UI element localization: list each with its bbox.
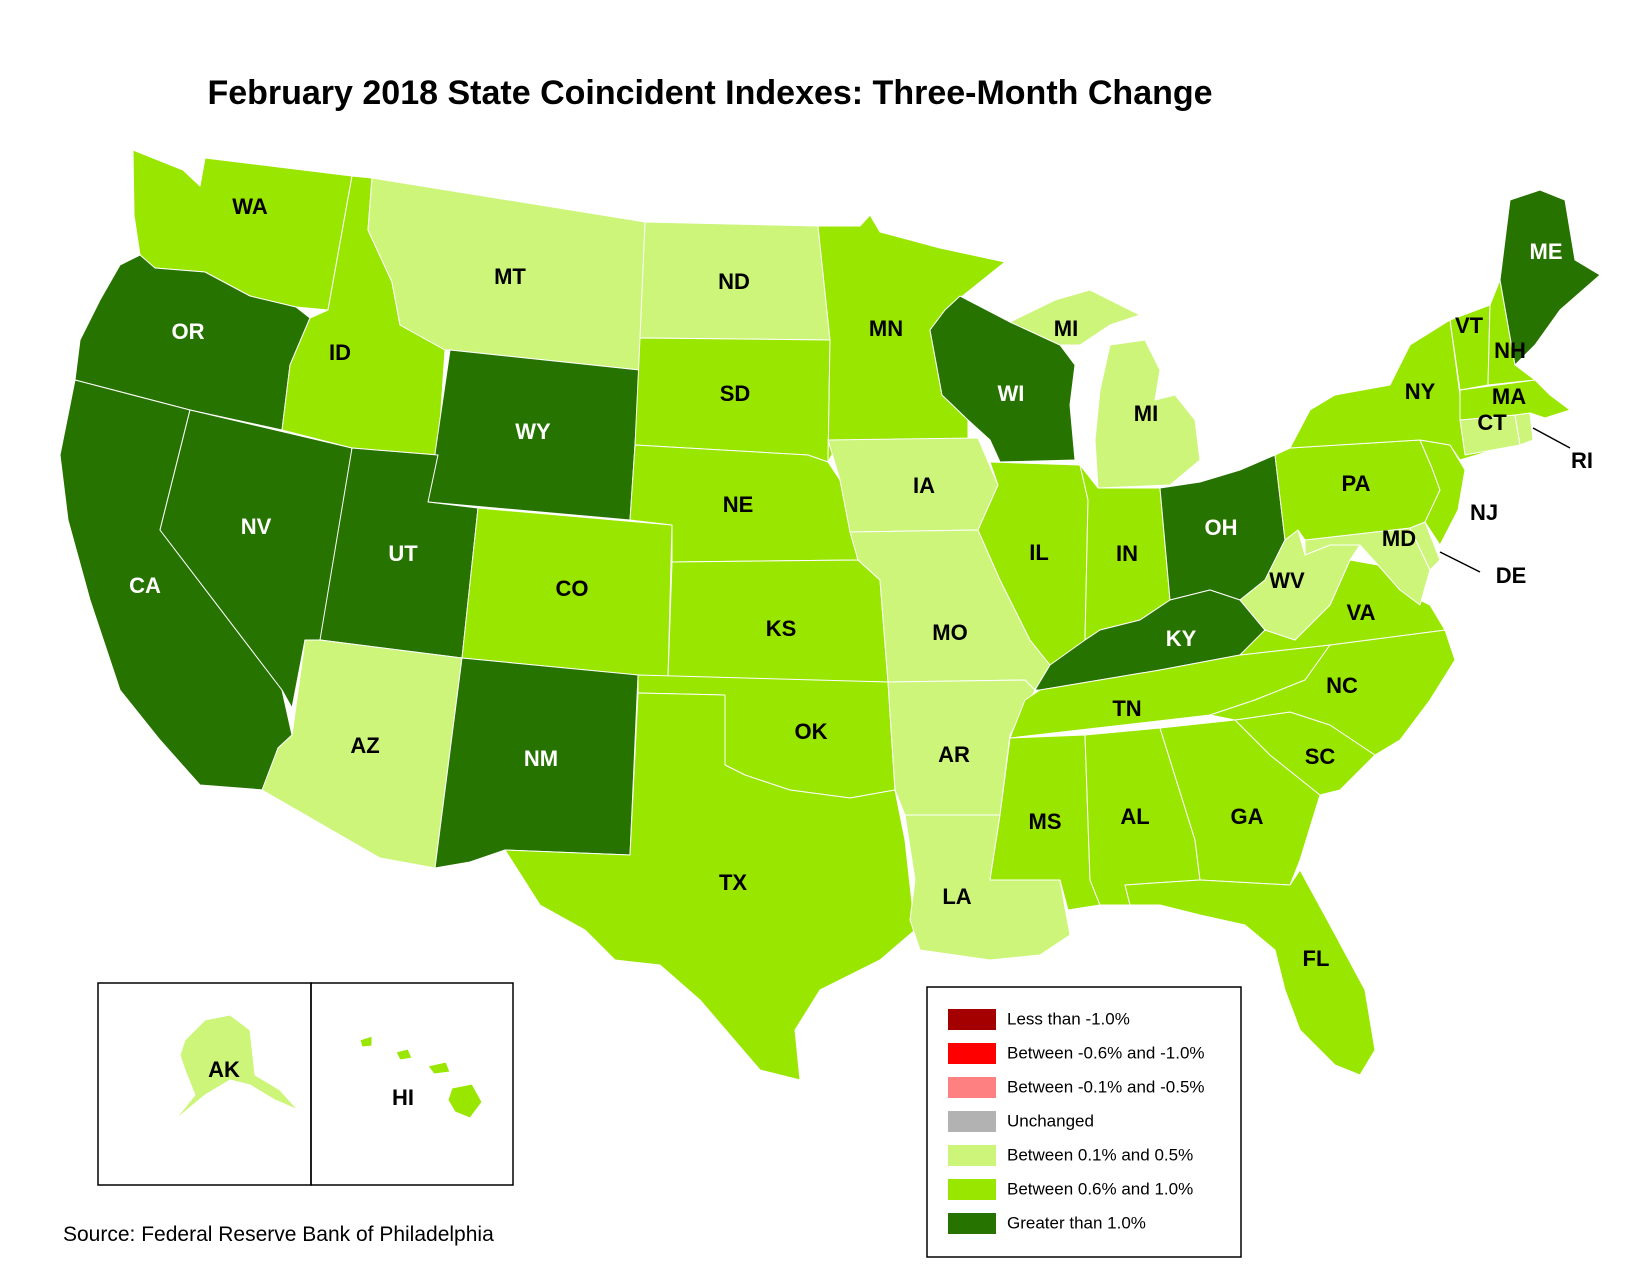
legend-item: Between 0.1% and 0.5% <box>948 1145 1193 1166</box>
legend-swatch <box>948 1043 996 1064</box>
label-KS: KS <box>766 616 797 641</box>
legend: Less than -1.0% Between -0.6% and -1.0% … <box>926 986 1242 1258</box>
label-NV: NV <box>241 514 272 539</box>
label-UT: UT <box>388 541 418 566</box>
state-HI-oahu <box>359 1035 373 1048</box>
label-OR: OR <box>172 319 205 344</box>
label-ME: ME <box>1530 239 1563 264</box>
label-MD: MD <box>1382 526 1416 551</box>
legend-swatch <box>948 1009 996 1030</box>
legend-label: Greater than 1.0% <box>1007 1213 1146 1232</box>
label-MO: MO <box>932 620 967 645</box>
label-AR: AR <box>938 742 970 767</box>
legend-swatch <box>948 1179 996 1200</box>
label-NC: NC <box>1326 673 1358 698</box>
label-SC: SC <box>1305 744 1336 769</box>
state-ME <box>1499 189 1601 366</box>
label-LA: LA <box>942 884 971 909</box>
state-MA <box>1459 379 1571 421</box>
label-WV: WV <box>1269 568 1305 593</box>
state-NH <box>1487 279 1536 386</box>
state-HI-kauai <box>395 1048 413 1061</box>
legend-item: Between 0.6% and 1.0% <box>948 1179 1193 1200</box>
legend-item: Between -0.1% and -0.5% <box>948 1077 1205 1098</box>
label-IL: IL <box>1029 540 1049 565</box>
label-NY: NY <box>1405 379 1436 404</box>
label-OK: OK <box>795 719 828 744</box>
label-NH: NH <box>1494 338 1526 363</box>
label-CA: CA <box>129 573 161 598</box>
map-title: February 2018 State Coincident Indexes: … <box>207 74 1212 112</box>
label-ND: ND <box>718 269 750 294</box>
label-TX: TX <box>719 870 747 895</box>
legend-swatch <box>948 1145 996 1166</box>
label-WI: WI <box>998 381 1025 406</box>
state-NC <box>1209 629 1456 756</box>
label-OH: OH <box>1205 515 1238 540</box>
label-TN: TN <box>1112 696 1141 721</box>
legend-swatch <box>948 1111 996 1132</box>
state-HI-big <box>447 1083 483 1119</box>
label-MT: MT <box>494 264 526 289</box>
label-NM: NM <box>524 746 558 771</box>
legend-item: Greater than 1.0% <box>948 1213 1146 1234</box>
label-AK: AK <box>208 1057 240 1082</box>
state-TX <box>504 692 916 1081</box>
label-GA: GA <box>1231 804 1264 829</box>
legend-label: Between -0.1% and -0.5% <box>1007 1077 1205 1096</box>
label-KY: KY <box>1166 626 1197 651</box>
label-MA: MA <box>1492 384 1526 409</box>
label-ID: ID <box>329 340 351 365</box>
label-HI: HI <box>392 1085 414 1110</box>
state-FL <box>1124 869 1376 1076</box>
legend-label: Between 0.1% and 0.5% <box>1007 1145 1193 1164</box>
legend-label: Between 0.6% and 1.0% <box>1007 1179 1193 1198</box>
leader-line-de <box>1439 551 1481 573</box>
legend-item: Between -0.6% and -1.0% <box>948 1043 1205 1064</box>
legend-item: Less than -1.0% <box>948 1009 1130 1030</box>
legend-label: Less than -1.0% <box>1007 1009 1130 1028</box>
label-NE: NE <box>723 492 754 517</box>
source-note: Source: Federal Reserve Bank of Philadel… <box>63 1223 494 1246</box>
label-IN: IN <box>1116 541 1138 566</box>
label-CO: CO <box>556 576 589 601</box>
label-MS: MS <box>1029 809 1062 834</box>
leader-line-ri <box>1532 427 1571 449</box>
label-MI-upper: MI <box>1054 316 1078 341</box>
label-PA: PA <box>1342 471 1371 496</box>
label-CT: CT <box>1477 410 1507 435</box>
legend-label: Unchanged <box>1007 1111 1094 1130</box>
label-RI: RI <box>1571 448 1593 473</box>
label-SD: SD <box>720 381 751 406</box>
states-layer <box>59 149 1601 1121</box>
legend-swatch <box>948 1077 996 1098</box>
legend-item: Unchanged <box>948 1111 1094 1132</box>
hawaii-inset-frame <box>310 982 514 1186</box>
label-AZ: AZ <box>350 733 379 758</box>
label-FL: FL <box>1303 946 1330 971</box>
label-WY: WY <box>515 419 551 444</box>
label-NJ: NJ <box>1470 500 1498 525</box>
labels-layer: WA OR CA NV ID MT WY UT AZ CO NM ND SD N… <box>129 194 1593 1110</box>
legend-label: Between -0.6% and -1.0% <box>1007 1043 1205 1062</box>
label-WA: WA <box>232 194 268 219</box>
state-HI-maui <box>427 1061 451 1075</box>
state-HI-group <box>359 1035 483 1119</box>
label-VA: VA <box>1347 600 1376 625</box>
state-AK <box>174 1014 299 1121</box>
label-IA: IA <box>913 473 935 498</box>
state-MI-lower <box>1094 339 1201 489</box>
label-AL: AL <box>1120 804 1149 829</box>
label-MI-lower: MI <box>1134 401 1158 426</box>
label-VT: VT <box>1455 313 1484 338</box>
label-DE: DE <box>1496 563 1527 588</box>
legend-swatch <box>948 1213 996 1234</box>
label-MN: MN <box>869 316 903 341</box>
state-MI-upper <box>1009 289 1141 346</box>
